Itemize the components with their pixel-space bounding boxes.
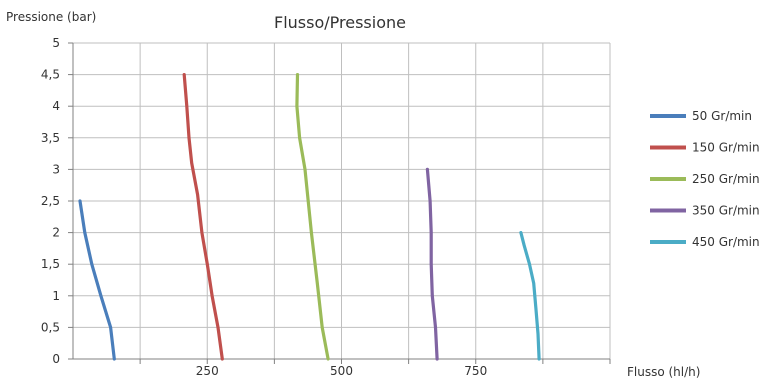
x-tick-label: 500 bbox=[330, 364, 353, 378]
axes bbox=[68, 42, 611, 364]
legend-label: 150 Gr/min bbox=[692, 141, 760, 155]
y-tick-labels: 0 0,5 1 1,5 2 2,5 3 3,5 4 4,5 5 bbox=[41, 36, 60, 366]
y-tick-label: 3 bbox=[52, 162, 60, 176]
series-lines bbox=[78, 72, 541, 361]
legend-label: 250 Gr/min bbox=[692, 172, 760, 186]
series-line-3 bbox=[295, 72, 330, 361]
series-line-5 bbox=[519, 231, 541, 361]
y-tick-label: 0 bbox=[52, 352, 60, 366]
legend-label: 350 Gr/min bbox=[692, 204, 760, 218]
x-tick-labels: 250 500 750 bbox=[196, 364, 487, 378]
y-tick-label: 2 bbox=[52, 226, 60, 240]
y-tick-label: 4,5 bbox=[41, 68, 60, 82]
x-axis-label: Flusso (hl/h) bbox=[627, 365, 700, 378]
legend: 50 Gr/min 150 Gr/min 250 Gr/min 350 Gr/min 4… bbox=[650, 109, 760, 249]
x-tick-label: 250 bbox=[196, 364, 219, 378]
y-tick-label: 5 bbox=[52, 36, 60, 50]
y-tick-label: 2,5 bbox=[41, 194, 60, 208]
series-line-4 bbox=[425, 167, 439, 361]
x-tick-label: 750 bbox=[464, 364, 487, 378]
y-tick-label: 4 bbox=[52, 99, 60, 113]
y-tick-label: 0,5 bbox=[41, 320, 60, 334]
y-tick-label: 3,5 bbox=[41, 131, 60, 145]
chart-title: Flusso/Pressione bbox=[274, 13, 406, 32]
y-axis-label: Pressione (bar) bbox=[6, 10, 96, 24]
y-tick-label: 1,5 bbox=[41, 257, 60, 271]
y-tick-label: 1 bbox=[52, 289, 60, 303]
grid bbox=[73, 42, 611, 359]
legend-label: 50 Gr/min bbox=[692, 109, 752, 123]
series-line-2 bbox=[182, 72, 224, 361]
legend-label: 450 Gr/min bbox=[692, 235, 760, 249]
series-line-1 bbox=[78, 199, 116, 361]
